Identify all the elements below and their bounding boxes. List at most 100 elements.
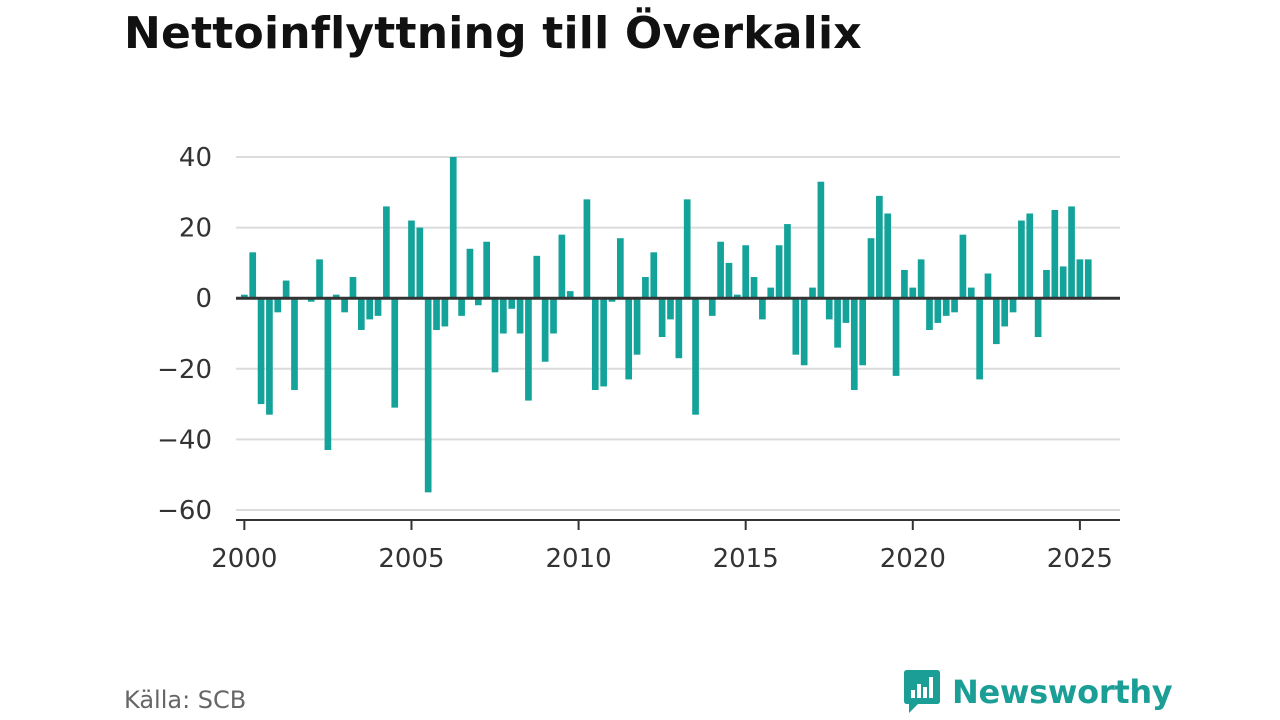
bar [483, 241, 491, 299]
bar [917, 259, 925, 299]
bar [374, 298, 382, 316]
bar [591, 298, 599, 390]
bar [1059, 266, 1067, 299]
y-axis-tick-labels: 40 20 0 −20 −40 −60 [157, 143, 212, 526]
y-tick-label: 20 [179, 214, 212, 244]
bar [249, 252, 257, 299]
bar [967, 287, 975, 299]
bar [533, 255, 541, 299]
bar [800, 298, 808, 366]
bar [1034, 298, 1042, 338]
bar [433, 298, 440, 330]
bar [733, 294, 741, 299]
x-tick-label: 2020 [880, 544, 946, 574]
bar [942, 298, 950, 316]
bar [692, 298, 699, 415]
bar [257, 298, 265, 405]
bar [566, 291, 574, 299]
brand-name: Newsworthy [952, 673, 1173, 711]
bar [775, 245, 783, 299]
bar [892, 298, 900, 376]
bar [357, 298, 365, 330]
bar [274, 298, 282, 313]
bar [458, 298, 465, 316]
bar [541, 298, 549, 362]
bar [600, 298, 607, 387]
bar [558, 234, 566, 299]
bar [951, 298, 958, 313]
bar [1001, 298, 1009, 327]
bar [525, 298, 532, 401]
bar [500, 298, 507, 334]
bar [876, 195, 883, 299]
bar [307, 298, 315, 302]
bar [717, 241, 724, 299]
bar [934, 298, 942, 323]
bar [1009, 298, 1017, 313]
bar [332, 294, 340, 299]
x-tick-label: 2010 [545, 544, 611, 574]
bar [984, 273, 992, 299]
source-note: Källa: SCB [124, 686, 247, 714]
bar [926, 298, 933, 330]
bar [383, 206, 390, 299]
x-tick-label: 2025 [1047, 544, 1113, 574]
bar [491, 298, 499, 373]
x-tick-label: 2015 [713, 544, 779, 574]
bar [550, 298, 557, 334]
bar [282, 280, 290, 299]
bar [266, 298, 273, 415]
bar [884, 213, 892, 299]
bar [825, 298, 833, 320]
bar [1068, 206, 1075, 299]
bar [667, 298, 674, 320]
bar [992, 298, 1000, 345]
bar [809, 287, 816, 299]
y-tick-label: −60 [157, 496, 212, 526]
bar [366, 298, 374, 320]
bar [241, 294, 248, 299]
bar [901, 269, 908, 299]
bar [316, 259, 323, 299]
bar [708, 298, 716, 316]
axes [236, 296, 1120, 530]
bar [1043, 269, 1050, 299]
bar [617, 238, 624, 299]
bar [633, 298, 641, 355]
bar [767, 287, 775, 299]
bar [625, 298, 633, 380]
brand-logo[interactable]: Newsworthy [902, 668, 1173, 716]
bar [424, 298, 432, 493]
y-tick-label: −20 [157, 355, 212, 385]
bar [959, 234, 967, 299]
bar [1051, 209, 1059, 299]
bar [784, 224, 791, 299]
bar-series [241, 157, 1092, 493]
bar [909, 287, 917, 299]
bar [859, 298, 866, 366]
bar [391, 298, 399, 408]
bar [650, 252, 658, 299]
bar [516, 298, 524, 334]
newsworthy-logo-icon [904, 670, 940, 713]
bar [416, 227, 424, 299]
bar [1026, 213, 1034, 299]
bar [867, 238, 875, 299]
y-tick-label: 0 [195, 284, 212, 314]
bar [324, 298, 332, 450]
bar [976, 298, 983, 380]
bar [792, 298, 800, 355]
bar [608, 298, 616, 302]
bar [441, 298, 449, 327]
bar [508, 298, 516, 309]
y-tick-label: 40 [179, 143, 212, 173]
bar [1076, 259, 1084, 299]
chart-title: Nettoinflyttning till Överkalix [124, 8, 862, 59]
bar [834, 298, 841, 348]
bar [725, 262, 733, 299]
bar [349, 277, 357, 299]
bar [675, 298, 683, 359]
bar [750, 277, 758, 299]
bar [449, 157, 457, 299]
